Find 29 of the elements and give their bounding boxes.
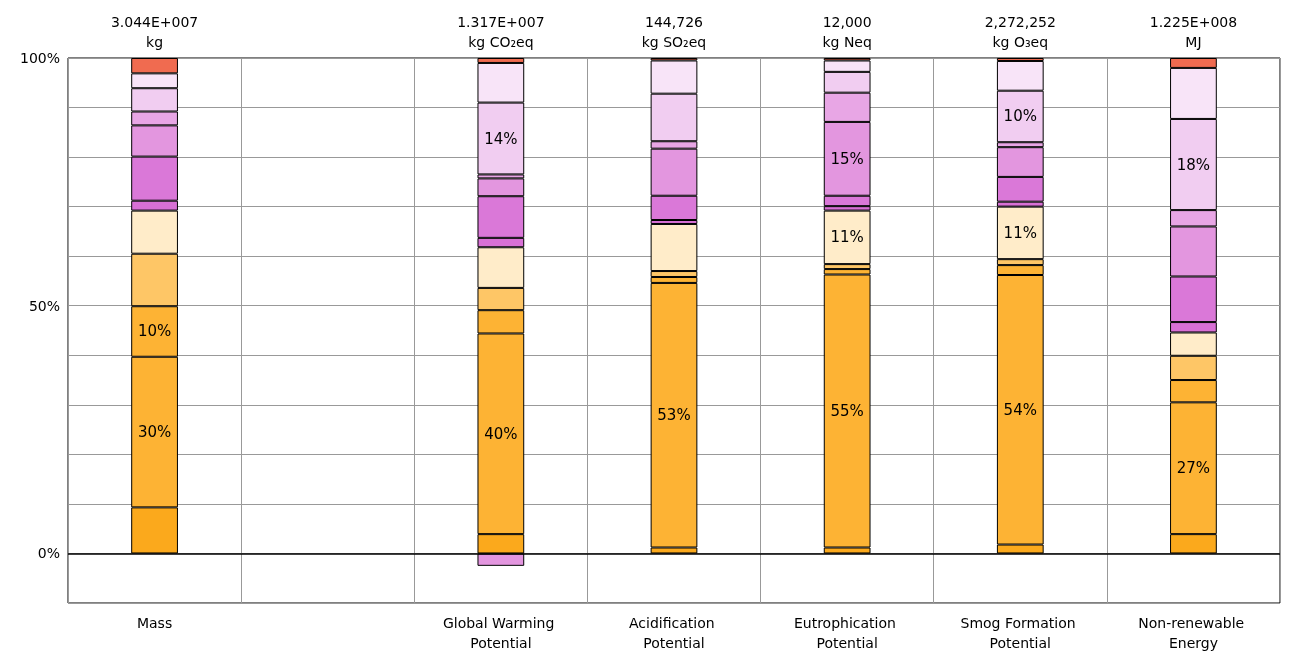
x-tick-label: Mass — [136, 615, 173, 631]
y-tick-label: 50% — [28, 297, 60, 314]
data-label: 18% — [1176, 155, 1211, 174]
data-label: 11% — [830, 228, 864, 247]
data-label: 14% — [484, 129, 518, 148]
x-tick-label: Acidification Potential — [628, 615, 720, 651]
text: 144,726 kg SO₂eq — [641, 14, 707, 50]
x-tick-label: Smog Formation Potential — [960, 615, 1081, 651]
data-label: 30% — [137, 423, 172, 442]
data-label: 54% — [1003, 400, 1037, 419]
data-label: 10% — [137, 322, 172, 341]
data-label: 27% — [1176, 459, 1211, 478]
data-label: 10% — [1003, 107, 1037, 126]
text: 12,000 kg Neq — [822, 14, 872, 50]
x-tick-label: Non-renewable Energy — [1138, 615, 1249, 651]
y-tick-label: 0% — [37, 545, 60, 562]
x-tick-label: Global Warming Potential — [442, 615, 559, 651]
x-tick-label: Eutrophication Potential — [793, 615, 901, 651]
data-label: 11% — [1003, 223, 1037, 242]
text: 1.225E+008 MJ — [1149, 14, 1238, 50]
data-label: 40% — [484, 424, 518, 443]
y-tick-label: 100% — [19, 50, 60, 66]
data-label: 53% — [657, 406, 691, 425]
bar — [823, 210, 871, 265]
data-label: 55% — [830, 402, 864, 421]
text: 1.317E+007 kg CO₂eq — [457, 14, 545, 50]
data-label: 15% — [830, 149, 864, 168]
text: 3.044E+007 kg — [110, 14, 199, 50]
text: 2,272,252 kg O₃eq — [984, 14, 1056, 50]
